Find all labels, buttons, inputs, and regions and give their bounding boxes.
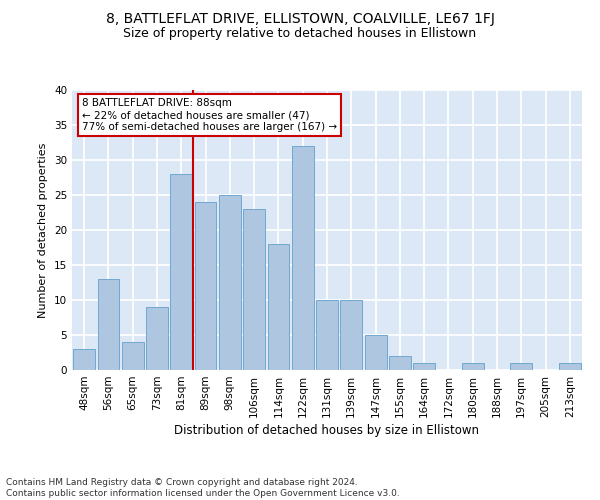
Bar (559, 363, 581, 370)
Text: 8, BATTLEFLAT DRIVE, ELLISTOWN, COALVILLE, LE67 1FJ: 8, BATTLEFLAT DRIVE, ELLISTOWN, COALVILL… (106, 12, 494, 26)
Bar (170, 174, 192, 370)
Bar (413, 363, 435, 370)
Bar (511, 363, 532, 370)
Text: 8 BATTLEFLAT DRIVE: 88sqm
← 22% of detached houses are smaller (47)
77% of semi-: 8 BATTLEFLAT DRIVE: 88sqm ← 22% of detac… (82, 98, 337, 132)
Text: Size of property relative to detached houses in Ellistown: Size of property relative to detached ho… (124, 28, 476, 40)
Bar (316, 300, 338, 370)
Bar (292, 146, 314, 370)
Text: Contains HM Land Registry data © Crown copyright and database right 2024.
Contai: Contains HM Land Registry data © Crown c… (6, 478, 400, 498)
Bar (194, 202, 217, 370)
Bar (97, 279, 119, 370)
Bar (340, 300, 362, 370)
Bar (389, 356, 411, 370)
Bar (462, 363, 484, 370)
Bar (219, 195, 241, 370)
Y-axis label: Number of detached properties: Number of detached properties (38, 142, 49, 318)
Bar (73, 349, 95, 370)
Bar (365, 335, 386, 370)
Bar (243, 209, 265, 370)
Bar (122, 342, 143, 370)
Bar (268, 244, 289, 370)
Bar (146, 307, 168, 370)
X-axis label: Distribution of detached houses by size in Ellistown: Distribution of detached houses by size … (175, 424, 479, 437)
